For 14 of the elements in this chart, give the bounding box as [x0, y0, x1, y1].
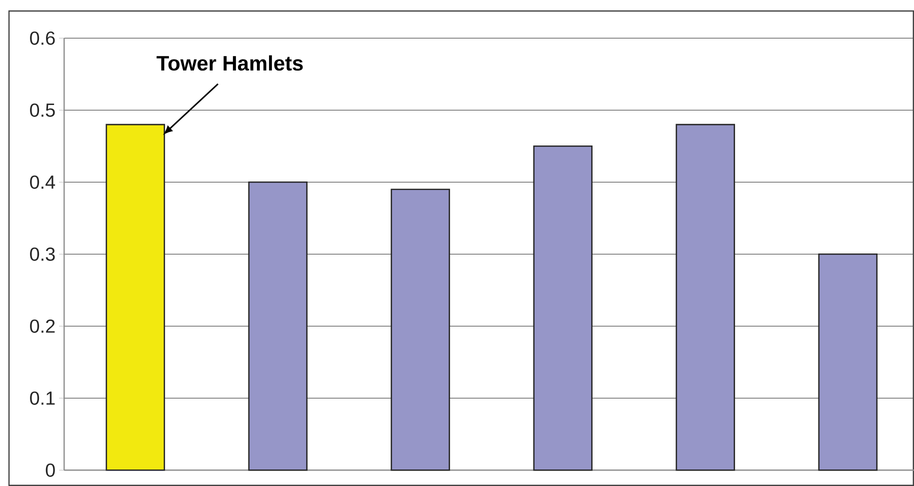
- bar: [390, 188, 450, 471]
- bar: [106, 124, 166, 471]
- y-tick-label: 0.6: [30, 31, 55, 45]
- bar: [248, 182, 308, 471]
- bar: [533, 146, 593, 471]
- y-tick-label: 0: [46, 463, 55, 477]
- y-tick-label: 0.5: [30, 103, 55, 117]
- annotation: Tower Hamlets: [156, 55, 303, 71]
- y-tick-label: 0.1: [30, 391, 55, 405]
- y-tick-label: 0.3: [30, 247, 55, 261]
- y-tick-label: 0.2: [30, 319, 55, 333]
- y-tick-label: 0.4: [30, 175, 56, 189]
- bar: [818, 254, 878, 471]
- bar: [676, 124, 736, 471]
